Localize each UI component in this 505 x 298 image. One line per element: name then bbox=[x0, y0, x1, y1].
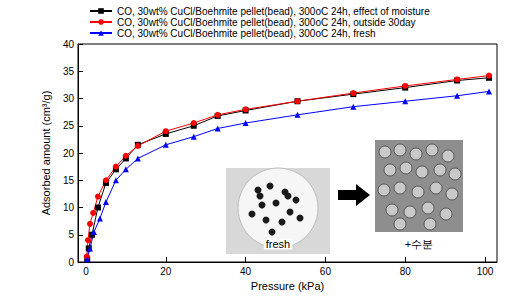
svg-text:60: 60 bbox=[320, 266, 332, 277]
svg-text:15: 15 bbox=[63, 175, 75, 186]
svg-text:Adsorbed amount (cm³/g): Adsorbed amount (cm³/g) bbox=[40, 91, 52, 216]
svg-text:30: 30 bbox=[63, 93, 75, 104]
svg-text:5: 5 bbox=[68, 229, 74, 240]
svg-text:80: 80 bbox=[400, 266, 412, 277]
svg-text:20: 20 bbox=[160, 266, 172, 277]
svg-text:35: 35 bbox=[63, 66, 75, 77]
svg-text:100: 100 bbox=[477, 266, 494, 277]
svg-text:20: 20 bbox=[63, 148, 75, 159]
svg-text:CO, 30wt% CuCl/Boehmite pellet: CO, 30wt% CuCl/Boehmite pellet(bead), 30… bbox=[117, 28, 375, 39]
svg-text:CO, 30wt% CuCl/Boehmite pellet: CO, 30wt% CuCl/Boehmite pellet(bead), 30… bbox=[117, 17, 416, 28]
svg-text:40: 40 bbox=[63, 39, 75, 50]
svg-text:0: 0 bbox=[68, 257, 74, 268]
svg-text:10: 10 bbox=[63, 202, 75, 213]
svg-text:fresh: fresh bbox=[266, 238, 290, 250]
svg-text:CO, 30wt% CuCl/Boehmite pellet: CO, 30wt% CuCl/Boehmite pellet(bead), 30… bbox=[117, 6, 430, 17]
svg-text:0: 0 bbox=[83, 266, 89, 277]
svg-text:+수분: +수분 bbox=[405, 238, 433, 250]
svg-text:Pressure (kPa): Pressure (kPa) bbox=[251, 280, 324, 292]
svg-text:25: 25 bbox=[63, 120, 75, 131]
svg-text:40: 40 bbox=[240, 266, 252, 277]
